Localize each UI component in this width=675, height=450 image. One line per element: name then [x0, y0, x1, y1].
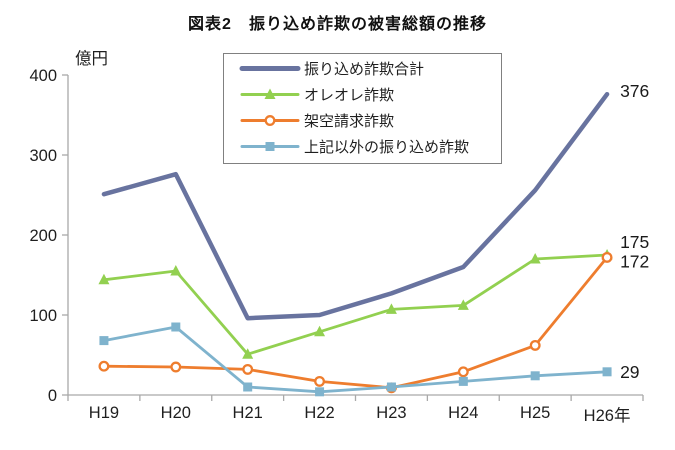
series-3: 172 [98, 251, 649, 394]
triangle-marker [314, 325, 326, 337]
y-tick-label: 100 [29, 307, 57, 325]
triangle-marker [242, 348, 254, 359]
triangle-marker [170, 265, 182, 276]
end-value-label: 376 [620, 81, 649, 101]
square-marker [315, 387, 325, 397]
end-value-label: 172 [620, 251, 649, 271]
circle-marker [170, 361, 182, 373]
series-line [102, 253, 609, 356]
x-tick-label: H24 [448, 404, 478, 422]
chart-title: 図表2 振り込め詐欺の被害総額の推移 [188, 16, 487, 33]
series-1: 376 [101, 81, 649, 321]
x-tick-label: H20 [161, 404, 191, 422]
circle-marker [314, 375, 326, 387]
series-4: 29 [99, 322, 640, 397]
square-marker [458, 376, 468, 386]
y-tick-label: 300 [29, 147, 57, 165]
legend-item: 振り込め詐欺合計 [239, 61, 424, 78]
y-tick-label: 200 [29, 227, 57, 245]
legend-item: 上記以外の振り込め詐欺 [240, 139, 469, 156]
y-tick-label: 400 [29, 67, 57, 85]
legend-label: 振り込め詐欺合計 [304, 61, 424, 78]
legend-label: オレオレ詐欺 [304, 87, 394, 104]
square-marker [530, 371, 540, 381]
legend-label: 架空請求詐欺 [304, 113, 394, 130]
series-line [102, 255, 609, 390]
square-marker [99, 336, 109, 346]
square-marker [265, 142, 275, 151]
x-tick-label: H21 [233, 404, 263, 422]
series-line [101, 91, 610, 321]
series-2: 175 [98, 232, 649, 359]
triangle-marker [385, 303, 397, 314]
triangle-marker [457, 299, 469, 310]
circle-marker [529, 339, 541, 351]
triangle-marker [529, 253, 541, 264]
triangle-marker [264, 88, 276, 99]
circle-marker [601, 251, 613, 263]
y-axis-unit-label: 億円 [75, 49, 108, 68]
x-tick-label: H26年 [584, 406, 631, 425]
legend-item: オレオレ詐欺 [240, 87, 394, 104]
x-tick-label: H23 [376, 404, 406, 422]
circle-marker [264, 115, 276, 126]
circle-marker [457, 366, 469, 378]
circle-marker [98, 360, 110, 372]
x-tick-label: H22 [304, 404, 334, 422]
legend-label: 上記以外の振り込め詐欺 [304, 139, 469, 156]
end-value-label: 175 [620, 232, 649, 252]
series-line [102, 325, 609, 394]
square-marker [602, 367, 612, 377]
end-value-label: 29 [620, 362, 639, 382]
square-marker [243, 382, 253, 392]
legend-item: 架空請求詐欺 [240, 113, 394, 130]
x-tick-label: H19 [89, 404, 119, 422]
triangle-marker [98, 273, 110, 285]
square-marker [386, 382, 396, 392]
square-marker [171, 322, 181, 332]
circle-marker [242, 363, 254, 375]
y-tick-label: 0 [48, 387, 57, 405]
x-tick-label: H25 [520, 404, 550, 422]
